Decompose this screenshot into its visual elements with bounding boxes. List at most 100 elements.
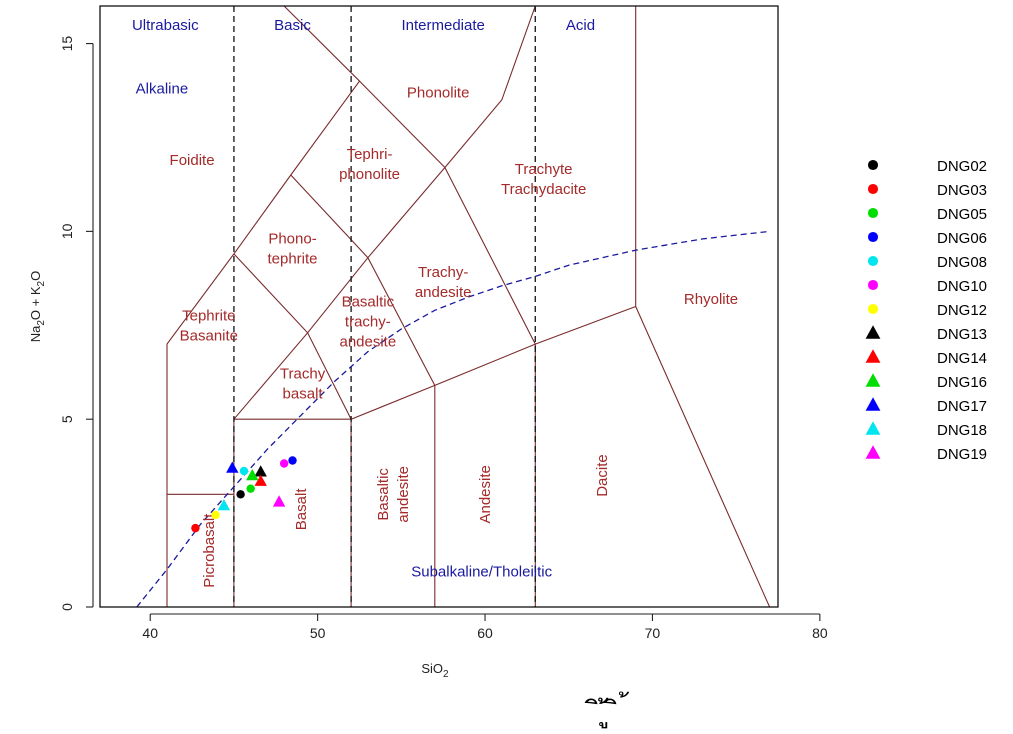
field-boundary-9 <box>444 167 536 607</box>
x-tick-label-80: 80 <box>812 625 828 641</box>
field-label-line: basalt <box>283 386 324 403</box>
point-dng12-0 <box>211 510 220 520</box>
point-dng08-0 <box>239 466 249 476</box>
legend-label-dng02: DNG02 <box>937 158 987 175</box>
legend-item-dng08: DNG08 <box>867 254 987 271</box>
field-label-line: andesite <box>395 466 412 523</box>
legend-marker-dng14 <box>865 349 881 363</box>
x-axis: 40 50 60 70 80 <box>142 613 828 641</box>
field-label-9: Trachy basalt <box>280 366 326 403</box>
field-label-line: Dacite <box>594 454 611 497</box>
field-boundary-10 <box>635 6 771 607</box>
field-boundary-7 <box>350 305 636 607</box>
legend-label-dng18: DNG18 <box>937 422 987 439</box>
y-tick-label-10: 10 <box>59 223 75 239</box>
footer-overlay-text: ิ ู้ ิ ้ <box>600 696 629 727</box>
point-dng03-0 <box>191 523 200 533</box>
legend-item-dng02: DNG02 <box>867 158 987 175</box>
legend-label-dng12: DNG12 <box>937 302 987 319</box>
field-label-10: Basalt <box>293 488 310 531</box>
point-dng10-0 <box>279 459 289 468</box>
field-label-line: andesite <box>339 334 396 351</box>
field-label-line: phonolite <box>339 166 400 183</box>
legend-marker-dng10 <box>867 279 879 291</box>
legend-marker-dng16 <box>865 373 881 387</box>
legend-label-dng17: DNG17 <box>937 398 987 415</box>
field-label-line: Trachy <box>280 366 326 383</box>
field-label-line: Tephri- <box>347 146 393 163</box>
legend-marker-dng18 <box>865 421 881 435</box>
legend-marker-dng13 <box>865 325 881 339</box>
legend-label-dng19: DNG19 <box>937 446 987 463</box>
field-label-line: Trachy- <box>418 264 468 281</box>
field-label-3: Trachyte Trachydacite <box>501 161 586 198</box>
legend-label-dng03: DNG03 <box>937 182 987 199</box>
field-label-line: Trachydacite <box>501 181 586 198</box>
field-label-line: Rhyolite <box>684 291 738 308</box>
field-label-line: Phonolite <box>407 84 470 101</box>
point-dng13-0 <box>254 465 267 477</box>
field-boundary-8 <box>359 80 446 168</box>
field-label-6: Rhyolite <box>684 291 738 308</box>
legend-marker-dng03 <box>867 183 879 195</box>
field-label-1: Phonolite <box>407 84 470 101</box>
legend-marker-dng19 <box>865 445 881 459</box>
field-label-line: Andesite <box>477 465 494 523</box>
field-label-line: Basanite <box>180 327 238 344</box>
legend-label-dng08: DNG08 <box>937 254 987 271</box>
legend-marker-dng05 <box>867 207 879 219</box>
class-label-1: Basic <box>274 17 311 34</box>
y-axis-title-part-2: O + K <box>28 286 43 320</box>
class-label-3: Acid <box>566 17 595 34</box>
point-dng19-0 <box>272 495 286 507</box>
legend-item-dng03: DNG03 <box>867 182 987 199</box>
plot-inner <box>136 6 771 607</box>
legend-item-dng13: DNG13 <box>865 325 987 343</box>
region-label-0: Alkaline <box>136 81 189 98</box>
legend-label-dng05: DNG05 <box>937 206 987 223</box>
field-label-line: Foidite <box>170 152 215 169</box>
field-label-11: Picrobasalt <box>201 513 218 588</box>
legend-marker-dng17 <box>865 397 881 411</box>
plot-frame <box>99 5 779 608</box>
y-tick-label-5: 5 <box>59 415 75 423</box>
field-label-4: Phono-tephrite <box>267 230 317 267</box>
alkaline-divider-curve <box>136 230 770 607</box>
legend-item-dng06: DNG06 <box>867 230 987 247</box>
class-label-0: Ultrabasic <box>132 17 199 34</box>
legend-item-dng12: DNG12 <box>867 302 987 319</box>
y-axis: 0 5 10 15 <box>59 36 94 611</box>
legend-marker-dng06 <box>867 231 879 243</box>
point-dng18-0 <box>217 499 231 511</box>
field-label-8: Basaltic trachy-andesite <box>339 294 396 351</box>
field-boundary-5 <box>233 6 536 420</box>
legend-marker-dng08 <box>867 255 879 267</box>
class-label-2: Intermediate <box>401 17 484 34</box>
y-axis-title: Na2O + K2O <box>28 271 47 342</box>
field-label-12: Basaltic andesite <box>375 466 412 523</box>
x-tick-label-40: 40 <box>142 625 158 641</box>
y-tick-label-15: 15 <box>59 36 75 52</box>
y-axis-title-part-3: 2 <box>36 280 47 286</box>
legend-label-dng06: DNG06 <box>937 230 987 247</box>
field-label-2: Tephri-phonolite <box>339 146 400 183</box>
region-label-1: Subalkaline/Tholeiitic <box>411 563 552 580</box>
point-dng02-0 <box>236 490 245 499</box>
field-label-line: Basalt <box>293 488 310 531</box>
legend-label-dng16: DNG16 <box>937 374 987 391</box>
x-axis-title-sub: 2 <box>443 669 449 680</box>
legend: DNG02 DNG03 DNG05 DNG06 DNG08 DNG10 DNG12 DNG13… <box>865 158 987 463</box>
legend-item-dng18: DNG18 <box>865 421 987 439</box>
legend-marker-dng02 <box>867 159 879 171</box>
legend-item-dng05: DNG05 <box>867 206 987 223</box>
field-label-line: Tephrite <box>182 307 235 324</box>
field-boundary-6 <box>290 174 436 607</box>
field-boundary-0 <box>166 6 361 607</box>
x-axis-title-main: SiO <box>421 661 443 676</box>
field-label-line: trachy- <box>345 314 391 331</box>
legend-label-dng10: DNG10 <box>937 278 987 295</box>
field-label-line: tephrite <box>267 250 317 267</box>
